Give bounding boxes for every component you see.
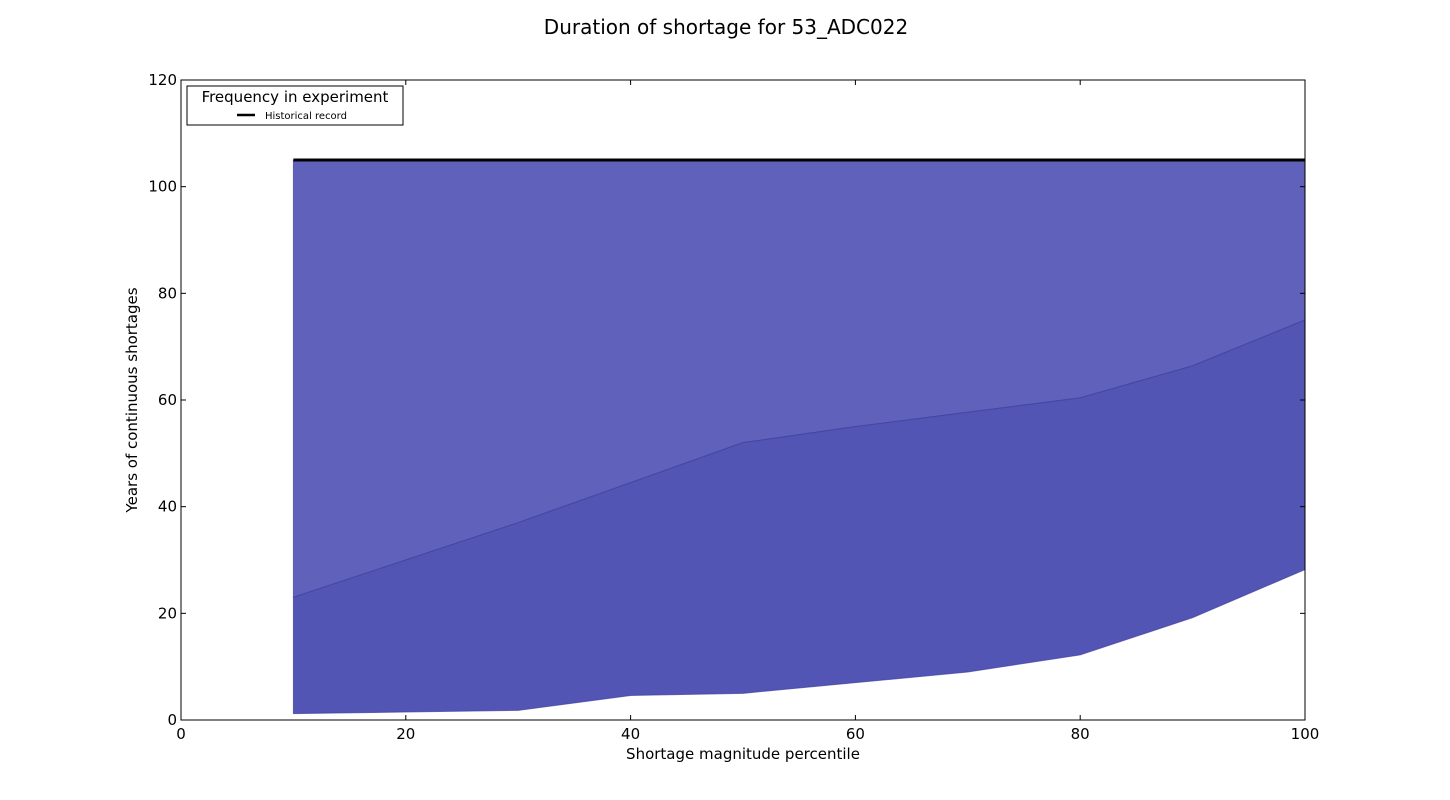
legend-label-historical-record: Historical record xyxy=(265,111,347,122)
y-tick-label: 40 xyxy=(158,498,177,516)
x-tick-label: 0 xyxy=(176,725,186,743)
x-tick-label: 20 xyxy=(396,725,415,743)
y-tick-label: 120 xyxy=(148,71,177,89)
y-tick-label: 0 xyxy=(167,711,177,729)
legend-title: Frequency in experiment xyxy=(202,88,389,106)
y-tick-label: 100 xyxy=(148,178,177,196)
x-tick-label: 100 xyxy=(1291,725,1320,743)
y-tick-label: 20 xyxy=(158,604,177,622)
axis-ticks: 0 20 40 60 80 100 0 20 40 60 80 100 120 xyxy=(148,71,1319,743)
x-tick-label: 40 xyxy=(621,725,640,743)
x-tick-label: 60 xyxy=(846,725,865,743)
legend-box xyxy=(186,85,404,126)
chart-title: Duration of shortage for 53_ADC022 xyxy=(544,15,908,39)
y-axis-label: Years of continuous shortages xyxy=(123,287,141,513)
plot-frame xyxy=(180,79,1306,721)
x-axis-label: Shortage magnitude percentile xyxy=(626,745,860,763)
y-tick-label: 80 xyxy=(158,284,177,302)
plot-area xyxy=(292,158,1306,715)
x-tick-label: 80 xyxy=(1071,725,1090,743)
y-tick-label: 60 xyxy=(158,391,177,409)
legend: Frequency in experiment Historical recor… xyxy=(186,85,404,126)
